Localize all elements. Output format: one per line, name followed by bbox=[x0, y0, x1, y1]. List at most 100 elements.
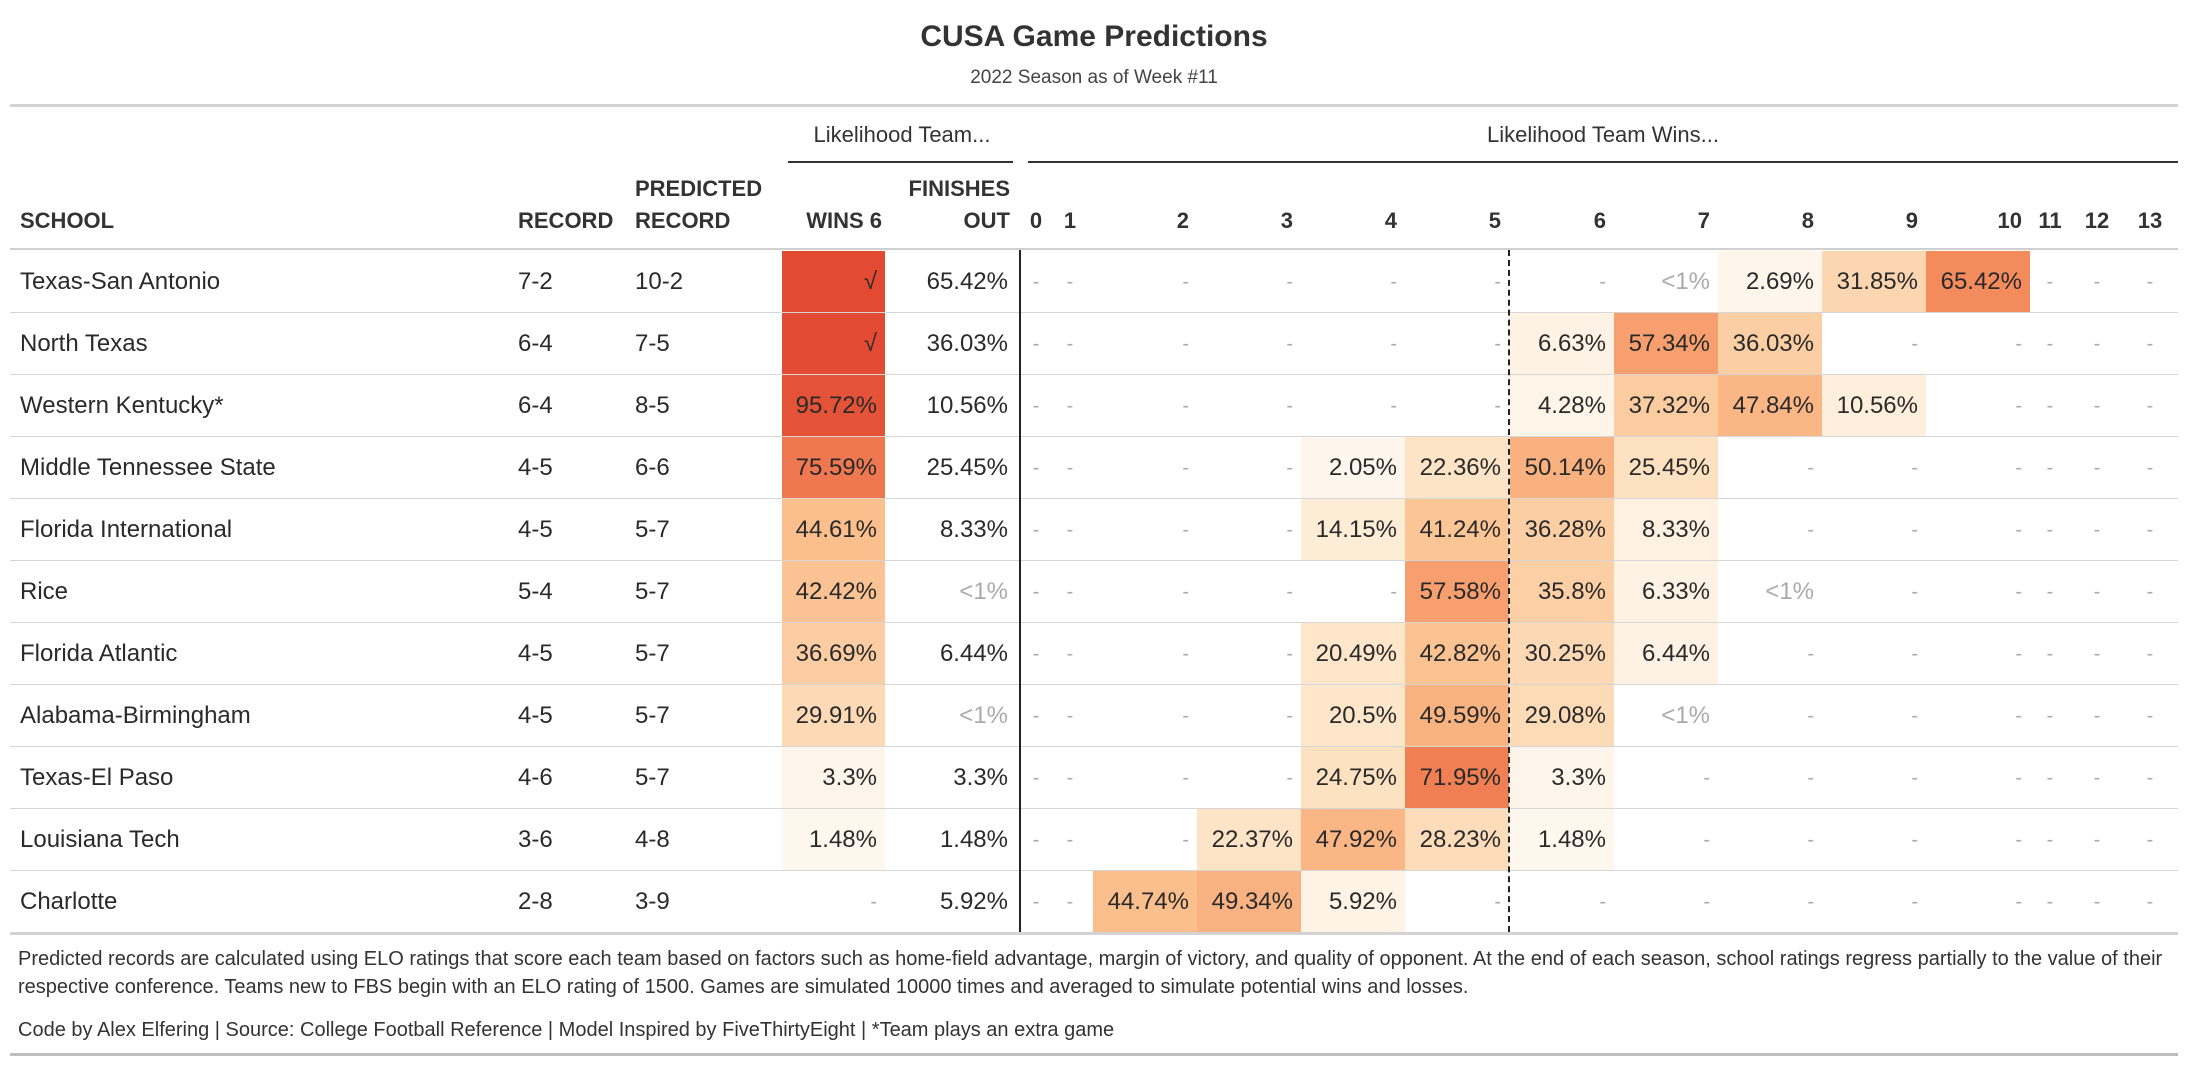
finishes-out-cell: <1% bbox=[959, 578, 1008, 605]
finishes-out-cell: 36.03% bbox=[926, 330, 1008, 357]
wins-12-cell: - bbox=[2093, 643, 2101, 665]
wins-11-cell: - bbox=[2046, 643, 2054, 665]
header-school: SCHOOL bbox=[20, 208, 115, 233]
wins-7-cell: 6.44% bbox=[1614, 623, 1718, 685]
wins-7-cell: 8.33% bbox=[1614, 499, 1718, 561]
wins-4-cell: 14.15% bbox=[1301, 499, 1405, 561]
wins-1-cell: - bbox=[1066, 271, 1074, 293]
wins-1-cell: - bbox=[1066, 643, 1074, 665]
wins-6-cell: - bbox=[1599, 271, 1606, 293]
school-cell: Texas-San Antonio bbox=[20, 268, 221, 295]
finishes-out-cell: 10.56% bbox=[926, 392, 1008, 419]
wins-1-cell: - bbox=[1066, 581, 1074, 603]
wins-10-cell: - bbox=[2015, 395, 2022, 417]
wins-7-cell: - bbox=[1703, 767, 1710, 789]
wins-8-cell: - bbox=[1807, 643, 1814, 665]
wins-3-cell: 49.34% bbox=[1197, 871, 1301, 933]
wins6-cell: 29.91% bbox=[782, 685, 885, 747]
row-separator bbox=[10, 870, 2178, 871]
wins-0-cell: - bbox=[1032, 705, 1040, 727]
wins-9-cell: - bbox=[1911, 643, 1918, 665]
wins-5-cell: - bbox=[1494, 395, 1501, 417]
school-cell: Charlotte bbox=[20, 888, 118, 915]
wins-13-cell: - bbox=[2146, 271, 2154, 293]
wins6-cell: 3.3% bbox=[782, 747, 885, 809]
wins-12-cell: - bbox=[2093, 333, 2101, 355]
predicted-record-cell: 4-8 bbox=[635, 826, 670, 853]
school-cell: Western Kentucky* bbox=[20, 392, 224, 419]
top-rule bbox=[10, 104, 2178, 107]
header-wins-3: 3 bbox=[1280, 208, 1293, 233]
predicted-record-cell: 5-7 bbox=[635, 702, 670, 729]
wins-5-cell: 41.24% bbox=[1405, 499, 1509, 561]
chart-title: CUSA Game Predictions bbox=[920, 20, 1268, 53]
record-cell: 4-6 bbox=[518, 764, 553, 791]
wins-9-cell: - bbox=[1911, 891, 1918, 913]
wins-5-cell: 22.36% bbox=[1405, 437, 1509, 499]
wins-6-cell: 4.28% bbox=[1510, 375, 1614, 437]
predicted-record-cell: 3-9 bbox=[635, 888, 670, 915]
wins6-cell: √ bbox=[782, 313, 885, 375]
wins6-cell: 1.48% bbox=[782, 809, 885, 871]
wins-1-cell: - bbox=[1066, 519, 1074, 541]
wins-9-cell: - bbox=[1911, 457, 1918, 479]
wins-1-cell: - bbox=[1066, 829, 1074, 851]
wins-12-cell: - bbox=[2093, 829, 2101, 851]
header-wins6: WINS 6 bbox=[806, 208, 882, 233]
wins-1-cell: - bbox=[1066, 457, 1074, 479]
header-record: RECORD bbox=[518, 208, 614, 233]
footnote: Predicted records are calculated using E… bbox=[18, 948, 2163, 998]
header-wins-1: 1 bbox=[1063, 208, 1077, 233]
wins-8-cell: - bbox=[1807, 705, 1814, 727]
wins-4-cell: 5.92% bbox=[1301, 871, 1405, 933]
wins-11-cell: - bbox=[2046, 457, 2054, 479]
wins-0-cell: - bbox=[1032, 581, 1040, 603]
finishes-out-cell: 6.44% bbox=[939, 640, 1008, 667]
header-wins-10: 10 bbox=[1997, 208, 2022, 233]
finishes-out-cell: 65.42% bbox=[926, 268, 1008, 295]
wins-5-cell: 28.23% bbox=[1405, 809, 1509, 871]
wins-8-cell: <1% bbox=[1765, 578, 1814, 605]
wins-2-cell: - bbox=[1182, 705, 1189, 727]
school-cell: Middle Tennessee State bbox=[20, 454, 276, 481]
predicted-record-cell: 6-6 bbox=[635, 454, 670, 481]
wins-5-cell: 57.58% bbox=[1405, 561, 1509, 623]
header-wins-8: 8 bbox=[1801, 208, 1814, 233]
wins-10-cell: - bbox=[2015, 891, 2022, 913]
wins-6-cell: 3.3% bbox=[1510, 747, 1614, 809]
school-cell: Texas-El Paso bbox=[20, 764, 174, 791]
row-separator bbox=[10, 684, 2178, 685]
header-wins-4: 4 bbox=[1384, 208, 1397, 233]
wins-2-cell: - bbox=[1182, 519, 1189, 541]
wins-10-cell: - bbox=[2015, 333, 2022, 355]
wins-11-cell: - bbox=[2046, 891, 2054, 913]
header-wins-12: 12 bbox=[2084, 208, 2110, 233]
wins-3-cell: - bbox=[1286, 395, 1293, 417]
finishes-out-cell: 8.33% bbox=[939, 516, 1008, 543]
wins-0-cell: - bbox=[1032, 643, 1040, 665]
row-separator bbox=[10, 498, 2178, 499]
wins-12-cell: - bbox=[2093, 395, 2101, 417]
header-wins-7: 7 bbox=[1697, 208, 1710, 233]
wins-4-cell: 47.92% bbox=[1301, 809, 1405, 871]
wins-12-cell: - bbox=[2093, 705, 2101, 727]
wins-2-cell: - bbox=[1182, 457, 1189, 479]
wins-11-cell: - bbox=[2046, 271, 2054, 293]
wins6-cell: 44.61% bbox=[782, 499, 885, 561]
wins-10-cell: - bbox=[2015, 581, 2022, 603]
wins-2-cell: - bbox=[1182, 767, 1189, 789]
wins-8-cell: 2.69% bbox=[1718, 251, 1822, 313]
record-cell: 4-5 bbox=[518, 640, 553, 667]
record-cell: 3-6 bbox=[518, 826, 553, 853]
wins-2-cell: - bbox=[1182, 395, 1189, 417]
wins-8-cell: - bbox=[1807, 457, 1814, 479]
school-cell: North Texas bbox=[20, 330, 148, 357]
finish-divider bbox=[1019, 250, 1021, 932]
wins-9-cell: - bbox=[1911, 767, 1918, 789]
wins-7-cell: 57.34% bbox=[1614, 313, 1718, 375]
spanner-wins: Likelihood Team Wins... bbox=[1487, 122, 1719, 147]
wins-13-cell: - bbox=[2146, 891, 2154, 913]
header-wins-5: 5 bbox=[1488, 208, 1501, 233]
wins-0-cell: - bbox=[1032, 333, 1040, 355]
wins-5-cell: 71.95% bbox=[1405, 747, 1509, 809]
